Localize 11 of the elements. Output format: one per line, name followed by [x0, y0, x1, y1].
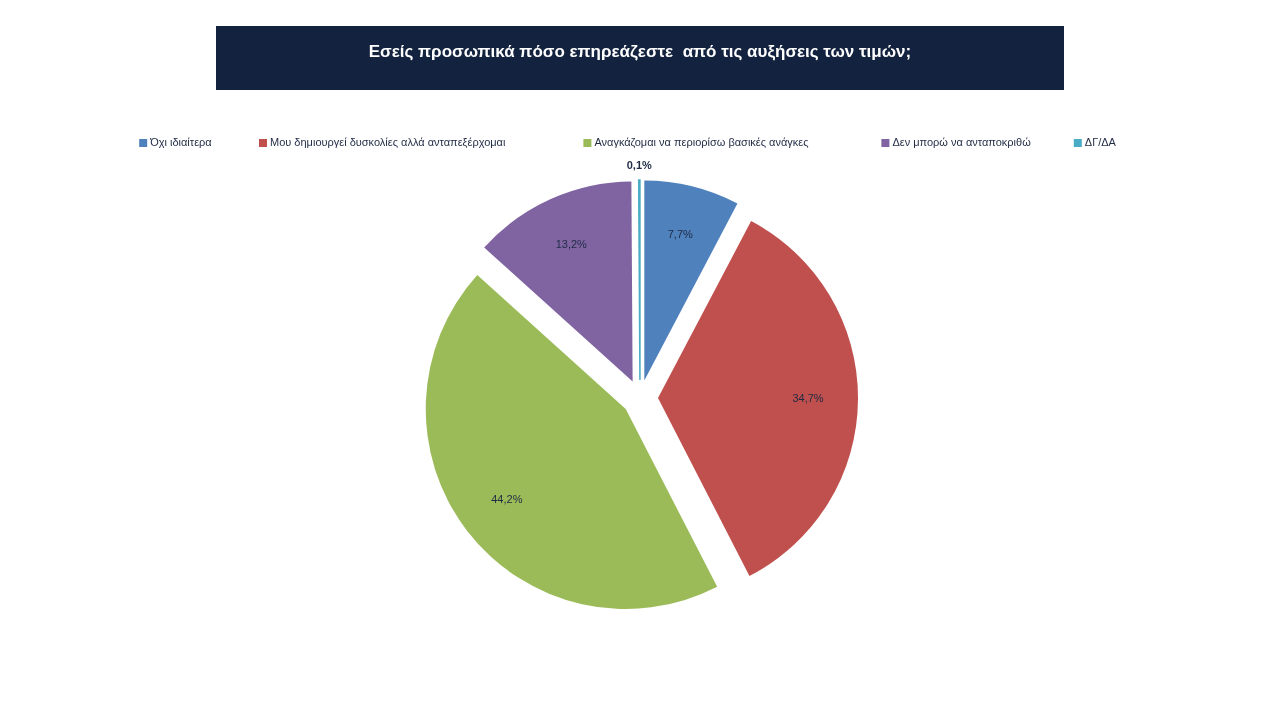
data-label: 0,1% — [626, 158, 653, 171]
data-label: 13,2% — [555, 237, 588, 250]
legend-label: Μου δημιουργεί δυσκολίες αλλά ανταπεξέρχομαι — [270, 135, 506, 148]
chart-title: Εσείς προσωπικά πόσο επηρεάζεστε από τις αυξήσεις των τιμών; — [368, 42, 912, 62]
legend-label: Αναγκάζομαι να περιορίσω βασικές ανάγκες — [594, 135, 809, 148]
legend-label: ΔΓ/ΔΑ — [1084, 135, 1117, 148]
legend-label: Όχι ιδιαίτερα — [149, 135, 213, 148]
legend-label: Δεν μπορώ να ανταποκριθώ — [892, 135, 1032, 148]
data-label: 44,2% — [491, 493, 523, 506]
data-label: 7,7% — [667, 227, 694, 240]
data-label: 34,7% — [792, 391, 824, 404]
